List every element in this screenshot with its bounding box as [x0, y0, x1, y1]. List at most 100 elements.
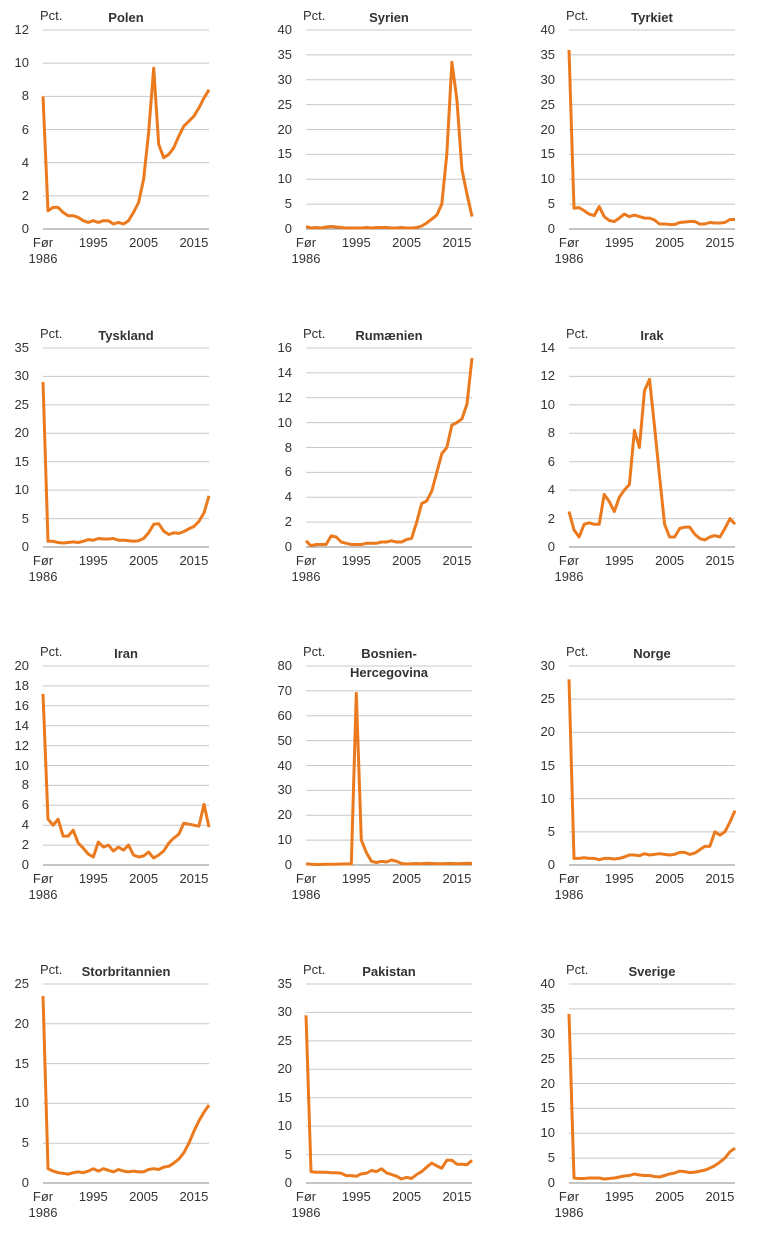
chart-title: Iran	[114, 646, 138, 661]
y-tick-label: 35	[277, 46, 292, 62]
y-tick-label: 5	[547, 196, 555, 212]
x-tick-label: 2015	[179, 553, 209, 568]
y-tick-label: 0	[21, 221, 29, 236]
y-tick-label: 5	[284, 1146, 292, 1162]
y-tick-label: 12	[14, 22, 29, 37]
y-tick-label: 25	[540, 691, 555, 707]
x-tick-label: Før 1986	[28, 871, 58, 902]
y-tick-label: 30	[14, 368, 29, 384]
x-tick-label: Før 1986	[28, 1189, 58, 1220]
y-tick-label: 0	[547, 1175, 555, 1190]
y-tick-label: 35	[540, 46, 555, 62]
data-line	[41, 382, 211, 545]
x-tick-label: 2015	[442, 871, 472, 886]
y-tick-label: 30	[540, 71, 555, 87]
y-tick-label: 5	[547, 1150, 555, 1166]
x-tick-label: 2005	[129, 553, 159, 568]
y-tick-label: 15	[540, 146, 555, 162]
chart-title: Bosnien-Hercegovina	[349, 646, 429, 680]
y-tick-label: 70	[277, 682, 292, 698]
x-tick-label: 1995	[604, 871, 634, 886]
y-tick-label: 6	[547, 453, 555, 469]
y-tick-label: 8	[21, 777, 29, 793]
y-tick-label: 10	[277, 414, 292, 430]
y-tick-label: 6	[284, 464, 292, 480]
x-tick-label: 1995	[78, 553, 108, 568]
x-tick-label: 1995	[604, 235, 634, 250]
y-tick-label: 2	[284, 514, 292, 530]
x-tick-label: 1995	[341, 871, 371, 886]
y-tick-label: 25	[14, 976, 29, 991]
y-tick-label: 0	[21, 857, 29, 872]
y-tick-label: 16	[14, 697, 29, 713]
data-line	[304, 1015, 474, 1181]
y-axis-label: Pct.	[40, 644, 63, 659]
y-tick-label: 15	[14, 453, 29, 469]
y-tick-label: 25	[540, 96, 555, 112]
x-tick-label: 2005	[655, 235, 685, 250]
y-tick-label: 0	[547, 539, 555, 554]
y-tick-label: 18	[14, 677, 29, 693]
y-tick-label: 35	[14, 340, 29, 355]
y-tick-label: 10	[277, 171, 292, 187]
y-tick-label: 40	[277, 22, 292, 37]
data-line	[567, 377, 737, 542]
y-tick-label: 0	[284, 857, 292, 872]
y-tick-label: 0	[284, 539, 292, 554]
y-axis-label: Pct.	[303, 644, 326, 659]
x-tick-label: Før 1986	[28, 553, 58, 584]
x-tick-label: 2015	[705, 553, 735, 568]
y-tick-label: 80	[277, 658, 292, 673]
data-line	[305, 691, 473, 866]
y-tick-label: 10	[277, 832, 292, 848]
x-tick-label: 1995	[341, 235, 371, 250]
y-tick-label: 10	[14, 482, 29, 498]
x-tick-label: 2005	[392, 871, 422, 886]
x-tick-label: 2015	[179, 871, 209, 886]
y-axis-label: Pct.	[40, 962, 63, 977]
x-tick-label: Før 1986	[291, 553, 321, 584]
y-axis-label: Pct.	[566, 962, 589, 977]
x-tick-label: Før 1986	[291, 871, 321, 902]
y-axis-label: Pct.	[566, 8, 589, 23]
x-tick-label: 2015	[705, 235, 735, 250]
x-tick-label: Før 1986	[554, 553, 584, 584]
y-tick-label: 20	[540, 1075, 555, 1091]
y-tick-label: 20	[540, 121, 555, 137]
y-tick-label: 6	[21, 797, 29, 813]
y-tick-label: 14	[540, 340, 555, 355]
y-tick-label: 30	[277, 71, 292, 87]
y-tick-label: 40	[277, 757, 292, 773]
y-axis-label: Pct.	[566, 326, 589, 341]
x-tick-label: 1995	[604, 1189, 634, 1204]
y-tick-label: 15	[277, 1089, 292, 1105]
y-tick-label: 25	[14, 396, 29, 412]
data-line	[41, 693, 211, 860]
x-tick-label: 2005	[392, 235, 422, 250]
y-tick-label: 40	[540, 22, 555, 37]
x-tick-label: Før 1986	[28, 235, 58, 266]
x-tick-label: Før 1986	[554, 871, 584, 902]
y-tick-label: 16	[277, 340, 292, 355]
chart-title: Tyrkiet	[631, 10, 673, 25]
y-tick-label: 15	[540, 757, 555, 773]
x-tick-label: 2015	[442, 1189, 472, 1204]
y-tick-label: 0	[21, 539, 29, 554]
data-line	[41, 66, 211, 226]
y-tick-label: 10	[277, 1118, 292, 1134]
y-tick-label: 15	[277, 146, 292, 162]
y-tick-label: 12	[540, 368, 555, 384]
x-tick-label: Før 1986	[291, 1189, 321, 1220]
chart-title: Rumænien	[355, 328, 423, 343]
y-tick-label: 14	[14, 717, 29, 733]
y-tick-label: 8	[547, 425, 555, 441]
x-tick-label: 2015	[705, 1189, 735, 1204]
x-tick-label: 1995	[78, 235, 108, 250]
y-axis-label: Pct.	[566, 644, 589, 659]
y-tick-label: 14	[277, 364, 292, 380]
y-tick-label: 20	[277, 807, 292, 823]
y-tick-label: 4	[21, 154, 29, 170]
y-tick-label: 60	[277, 707, 292, 723]
